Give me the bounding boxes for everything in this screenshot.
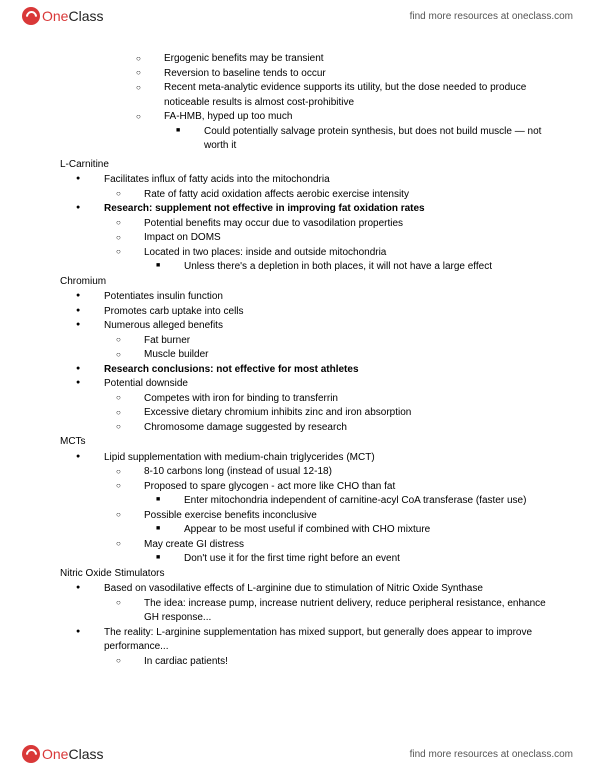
page-header: OneClass find more resources at oneclass… <box>0 0 595 32</box>
note-item: Numerous alleged benefits <box>104 319 555 334</box>
note-item: Rate of fatty acid oxidation affects aer… <box>144 188 555 203</box>
note-item: Excessive dietary chromium inhibits zinc… <box>144 406 555 421</box>
logo-icon <box>22 745 40 763</box>
note-item: Potential downside <box>104 377 555 392</box>
note-item-bold: Research: supplement not effective in im… <box>104 202 555 217</box>
note-item: Potential benefits may occur due to vaso… <box>144 217 555 232</box>
brand-logo: OneClass <box>22 745 103 763</box>
document-body: Ergogenic benefits may be transient Reve… <box>60 52 555 669</box>
note-item: The reality: L-arginine supplementation … <box>104 626 555 655</box>
note-item: Unless there's a depletion in both place… <box>184 260 555 275</box>
note-item: In cardiac patients! <box>144 655 555 670</box>
note-item: Proposed to spare glycogen - act more li… <box>144 480 555 495</box>
section-heading: Chromium <box>60 275 555 290</box>
note-item: Potentiates insulin function <box>104 290 555 305</box>
note-item: Ergogenic benefits may be transient <box>164 52 555 67</box>
note-item: Based on vasodilative effects of L-argin… <box>104 582 555 597</box>
note-item: Enter mitochondria independent of carnit… <box>184 494 555 509</box>
note-item: Located in two places: inside and outsid… <box>144 246 555 261</box>
note-item: Facilitates influx of fatty acids into t… <box>104 173 555 188</box>
note-item: Lipid supplementation with medium-chain … <box>104 451 555 466</box>
note-item: Competes with iron for binding to transf… <box>144 392 555 407</box>
note-item: Don't use it for the first time right be… <box>184 552 555 567</box>
note-item: May create GI distress <box>144 538 555 553</box>
section-heading: Nitric Oxide Stimulators <box>60 567 555 582</box>
note-item: Muscle builder <box>144 348 555 363</box>
note-item: Fat burner <box>144 334 555 349</box>
footer-tagline: find more resources at oneclass.com <box>410 749 573 760</box>
header-tagline: find more resources at oneclass.com <box>410 11 573 22</box>
brand-name: OneClass <box>42 8 103 24</box>
section-heading: MCTs <box>60 435 555 450</box>
note-item: Could potentially salvage protein synthe… <box>204 125 555 154</box>
page-footer: OneClass find more resources at oneclass… <box>0 738 595 770</box>
note-item: Impact on DOMS <box>144 231 555 246</box>
brand-name: OneClass <box>42 746 103 762</box>
brand-logo: OneClass <box>22 7 103 25</box>
note-item: Promotes carb uptake into cells <box>104 305 555 320</box>
note-item: Possible exercise benefits inconclusive <box>144 509 555 524</box>
note-item: 8-10 carbons long (instead of usual 12-1… <box>144 465 555 480</box>
note-item: Recent meta-analytic evidence supports i… <box>164 81 555 110</box>
note-item: FA-HMB, hyped up too much <box>164 110 555 125</box>
section-heading: L-Carnitine <box>60 158 555 173</box>
note-item: The idea: increase pump, increase nutrie… <box>144 597 555 626</box>
logo-icon <box>22 7 40 25</box>
note-item: Reversion to baseline tends to occur <box>164 67 555 82</box>
note-item: Chromosome damage suggested by research <box>144 421 555 436</box>
note-item-bold: Research conclusions: not effective for … <box>104 363 555 378</box>
note-item: Appear to be most useful if combined wit… <box>184 523 555 538</box>
